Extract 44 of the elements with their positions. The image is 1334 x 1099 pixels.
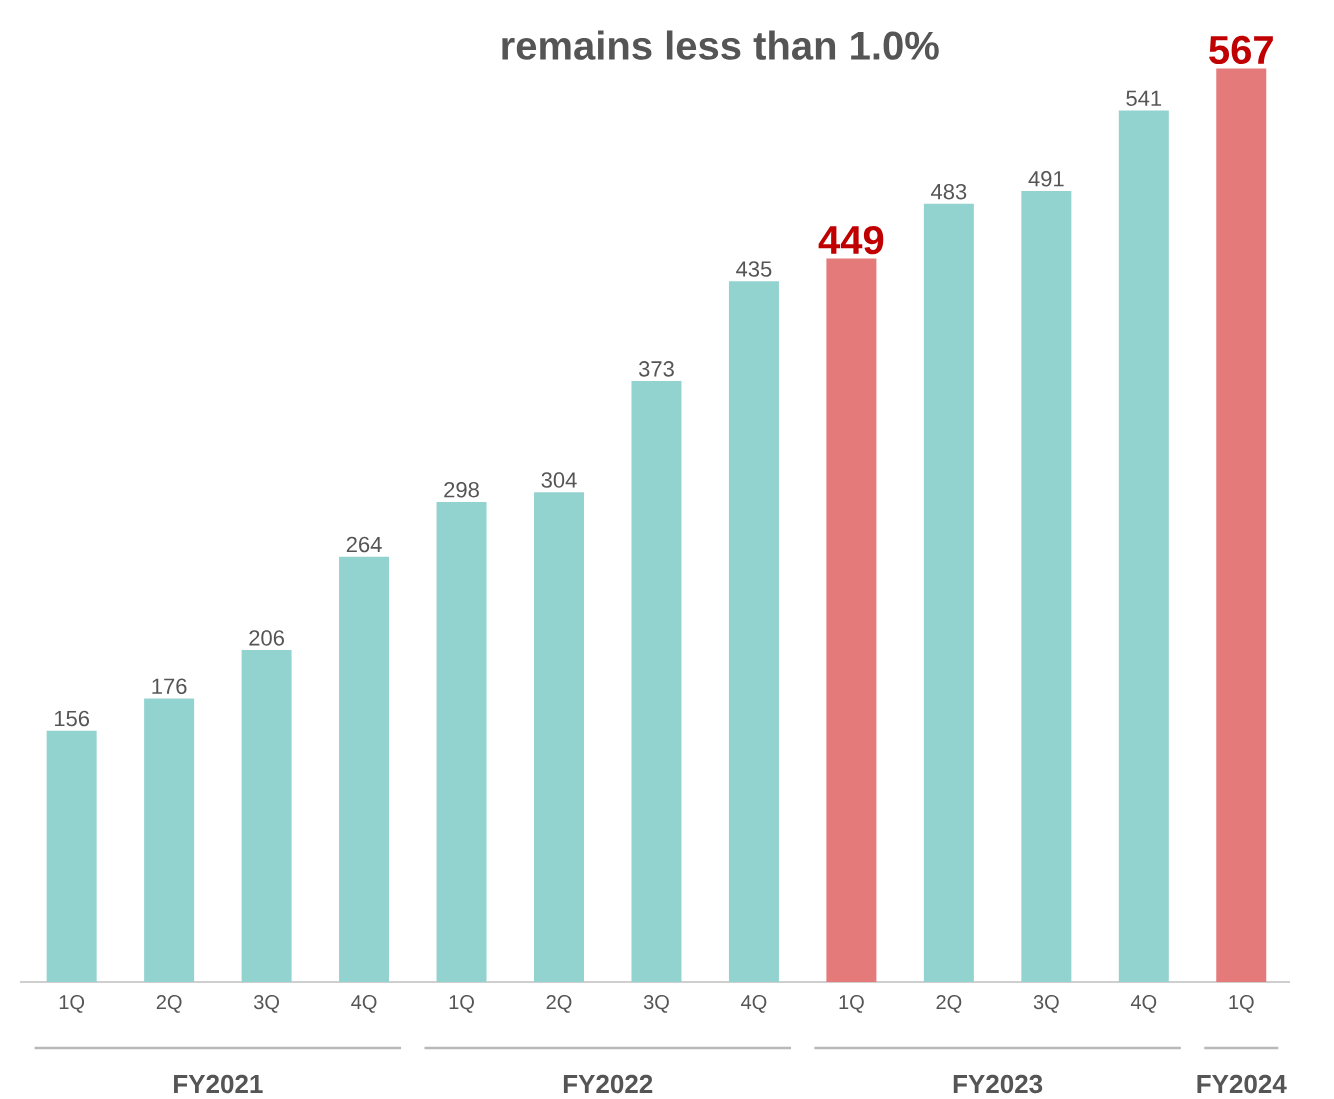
text: FY2021 bbox=[174, 1074, 263, 1094]
data-label: 541 bbox=[1126, 90, 1162, 106]
bar bbox=[241, 650, 292, 982]
chart-title: remains less than 1.0% bbox=[502, 30, 939, 60]
text: FY2024 bbox=[1197, 1074, 1287, 1094]
bar bbox=[436, 501, 487, 982]
bar bbox=[339, 556, 390, 982]
x-tick-label: 3Q bbox=[1033, 995, 1059, 1013]
bar bbox=[826, 258, 877, 982]
x-tick-label: 1Q bbox=[59, 995, 85, 1013]
x-tick-label: 4Q bbox=[351, 995, 377, 1013]
x-tick-label: 4Q bbox=[741, 995, 767, 1013]
data-label: 264 bbox=[346, 536, 382, 553]
bar bbox=[1216, 68, 1267, 982]
x-tick-label: 2Q bbox=[936, 995, 962, 1013]
bar bbox=[631, 381, 682, 982]
bar bbox=[534, 492, 584, 982]
data-label: 298 bbox=[444, 481, 479, 498]
bar bbox=[728, 281, 779, 982]
bar bbox=[144, 698, 195, 982]
data-label: 373 bbox=[638, 361, 674, 377]
x-tick-label: 3Q bbox=[254, 995, 279, 1013]
bar bbox=[1118, 110, 1169, 982]
data-label: 206 bbox=[249, 630, 284, 646]
data-label: 156 bbox=[54, 710, 90, 727]
data-label: 491 bbox=[1028, 171, 1064, 187]
x-tick-label: 1Q bbox=[449, 995, 474, 1013]
data-label: 567 bbox=[1209, 35, 1273, 65]
bar bbox=[1021, 190, 1072, 982]
x-tick-label: 2Q bbox=[156, 995, 182, 1013]
data-label: 449 bbox=[818, 225, 884, 255]
x-tick-label: 1Q bbox=[839, 995, 864, 1013]
x-tick-label: 4Q bbox=[1130, 995, 1157, 1013]
text: FY2023 bbox=[953, 1074, 1043, 1094]
x-tick-label: 3Q bbox=[643, 995, 669, 1013]
x-tick-label: 1Q bbox=[1229, 995, 1254, 1013]
data-label: 483 bbox=[931, 183, 967, 200]
data-label: 304 bbox=[541, 472, 577, 488]
data-label: 176 bbox=[152, 678, 187, 695]
bar bbox=[923, 203, 974, 982]
x-tick-label: 2Q bbox=[546, 995, 572, 1013]
bar bbox=[46, 730, 97, 982]
data-label: 435 bbox=[736, 261, 772, 277]
text: FY2022 bbox=[563, 1074, 653, 1094]
